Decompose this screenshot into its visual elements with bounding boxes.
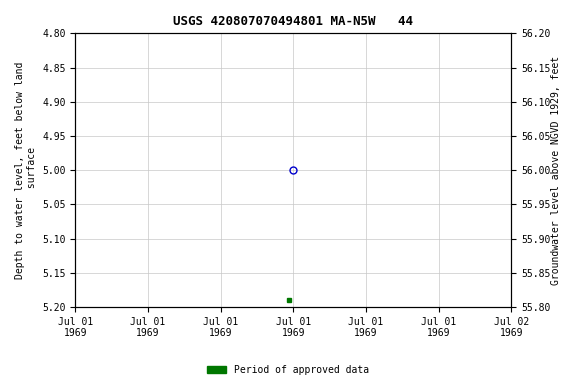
Title: USGS 420807070494801 MA-N5W   44: USGS 420807070494801 MA-N5W 44 [173, 15, 414, 28]
Y-axis label: Groundwater level above NGVD 1929, feet: Groundwater level above NGVD 1929, feet [551, 56, 561, 285]
Legend: Period of approved data: Period of approved data [203, 361, 373, 379]
Y-axis label: Depth to water level, feet below land
 surface: Depth to water level, feet below land su… [15, 61, 37, 279]
